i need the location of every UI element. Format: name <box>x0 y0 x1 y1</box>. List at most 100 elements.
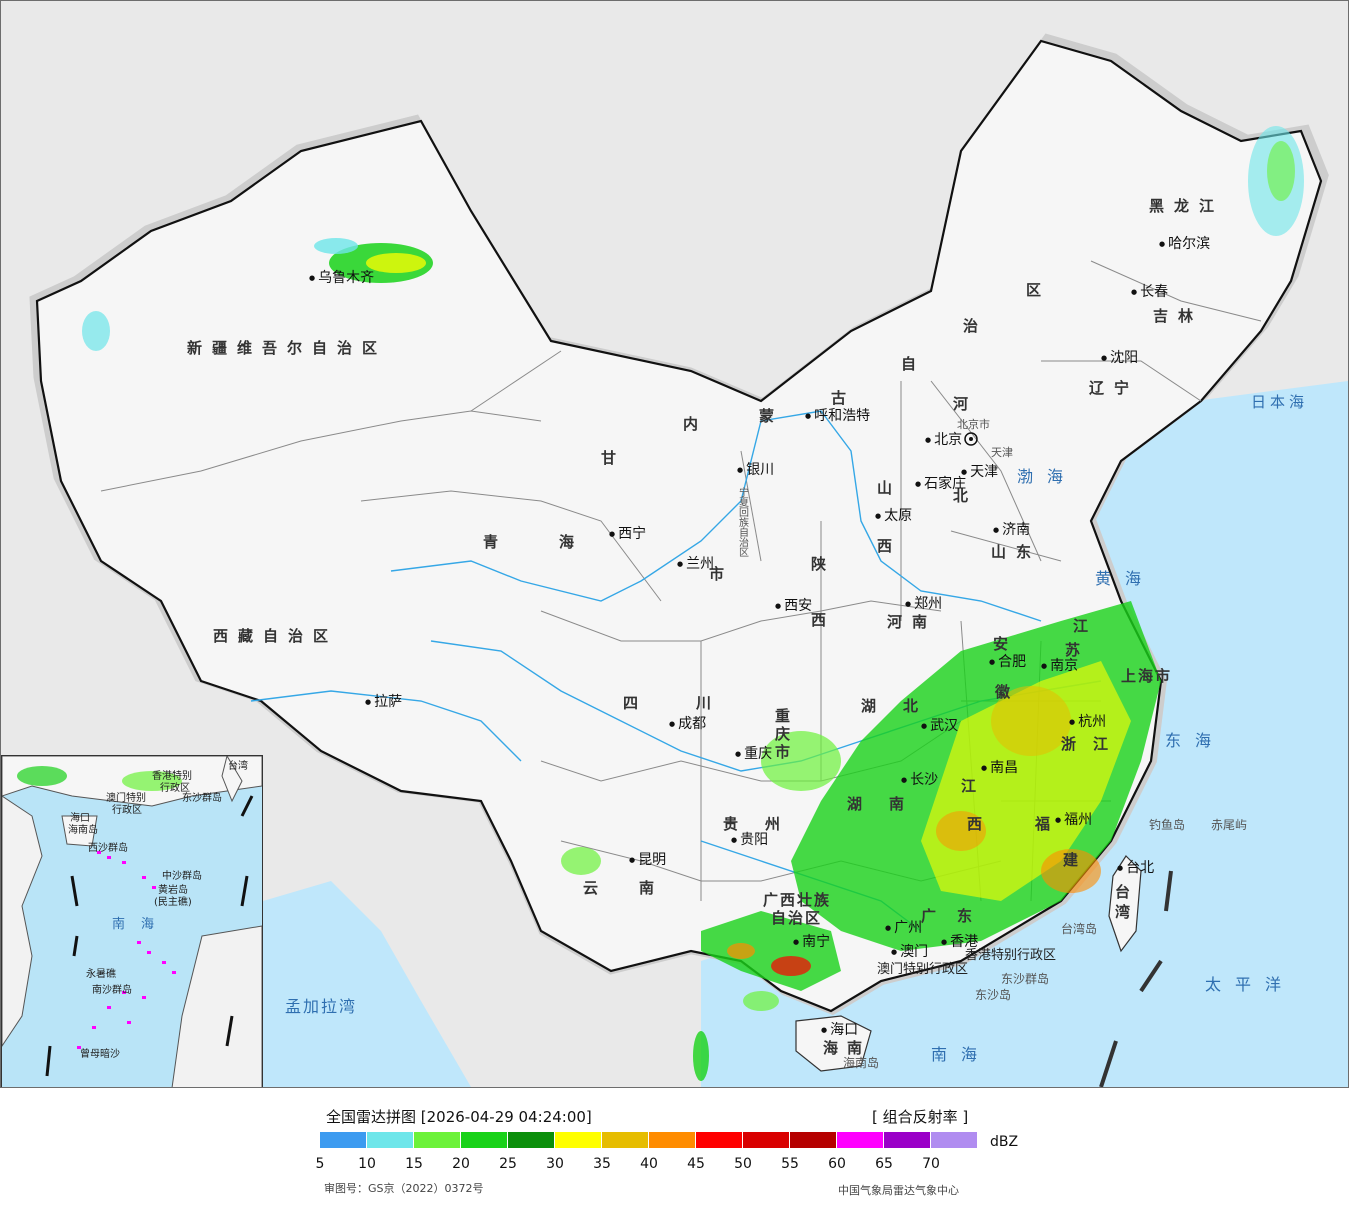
label-guizhou-1: 贵 <box>723 815 749 833</box>
label-jiangxi-1: 江 <box>961 777 987 795</box>
label-bengal: 孟加拉湾 <box>285 997 358 1016</box>
colorbar-tick-label: 20 <box>452 1156 470 1172</box>
label-hebei-2: 北 <box>953 487 979 505</box>
city-lhasa: 拉萨 <box>365 695 402 709</box>
colorbar-swatch <box>743 1132 790 1148</box>
label-diaoyu: 钓鱼岛 <box>1149 818 1186 832</box>
colorbar-tick-label: 5 <box>315 1156 325 1172</box>
label-hubei-2: 北 <box>903 697 929 715</box>
inset-label-south-sea: 南海 <box>112 917 171 932</box>
label-nmg-1: 内 <box>683 415 709 433</box>
city-changchun: 长春 <box>1131 285 1168 299</box>
city-guiyang: 贵阳 <box>731 833 768 847</box>
label-taiwan-1: 台 <box>1115 883 1141 901</box>
label-guangxi-2: 自治区 <box>771 909 823 927</box>
south-china-sea-inset: 香港特别 行政区 澳门特别 行政区 东沙群岛 台湾 海口 海南岛 西沙群岛 中沙… <box>1 755 263 1087</box>
label-hk-sar: 香港特别行政区 <box>965 948 1057 963</box>
label-macao-sar: 澳门特别行政区 <box>877 962 969 977</box>
label-yunnan-1: 云 <box>583 879 609 897</box>
city-nanchang: 南昌 <box>981 761 1018 775</box>
city-hefei: 合肥 <box>989 655 1026 669</box>
label-zhejiang-2: 江 <box>1093 735 1119 753</box>
city-nanning: 南宁 <box>793 935 830 949</box>
label-yunnan-2: 南 <box>639 879 665 897</box>
inset-label-huangyan2: (民主礁) <box>154 897 192 908</box>
label-chongqing-2: 庆 <box>775 725 801 743</box>
label-pacific: 太平洋 <box>1205 975 1296 994</box>
colorbar-swatch <box>790 1132 837 1148</box>
inset-label-taiwan: 台湾 <box>228 761 248 772</box>
label-bohai: 渤海 <box>1017 467 1078 486</box>
inset-label-dongsha: 东沙群岛 <box>182 793 222 804</box>
city-guangzhou: 广州 <box>885 921 922 935</box>
legend-unit: dBZ <box>990 1134 1019 1150</box>
label-sichuan-2: 川 <box>696 694 722 712</box>
label-hainan-1: 海 <box>823 1039 849 1057</box>
label-henan: 河南 <box>887 613 938 631</box>
label-shandong: 山东 <box>991 543 1042 561</box>
colorbar-swatch <box>367 1132 414 1148</box>
inset-label-xisha: 西沙群岛 <box>88 843 128 854</box>
label-guangdong-1: 广 <box>921 907 947 925</box>
label-jilin: 吉林 <box>1153 307 1204 325</box>
label-zhejiang-1: 浙 <box>1061 735 1087 753</box>
label-liaoning: 辽宁 <box>1089 379 1140 397</box>
city-chengdu: 成都 <box>669 717 706 731</box>
label-guangxi-1: 广西壮族 <box>763 891 832 909</box>
label-gansu: 甘 <box>601 449 627 467</box>
label-shanxi-1: 山 <box>877 479 903 497</box>
label-south-sea: 南海 <box>931 1045 992 1064</box>
colorbar-tick-label: 65 <box>875 1156 893 1172</box>
inset-label-hk: 香港特别 <box>152 771 192 782</box>
city-lanzhou: 兰州 <box>677 557 714 571</box>
city-hohhot: 呼和浩特 <box>805 409 870 423</box>
label-taiwan-2: 湾 <box>1115 903 1141 921</box>
label-hubei-1: 湖 <box>861 697 887 715</box>
label-qinghai-2: 海 <box>559 533 585 551</box>
city-zhengzhou: 郑州 <box>905 597 942 611</box>
colorbar-swatch <box>884 1132 931 1148</box>
label-sichuan-1: 四 <box>623 694 649 712</box>
city-tianjin: 天津 <box>961 465 998 479</box>
label-anhui-1: 安 <box>993 635 1019 653</box>
colorbar-tick-label: 50 <box>734 1156 752 1172</box>
label-japan-sea: 日本海 <box>1251 393 1309 411</box>
city-chongqing: 重庆 <box>735 747 772 761</box>
label-hebei-1: 河 <box>953 395 979 413</box>
inset-label-zhongsha: 中沙群岛 <box>162 871 202 882</box>
label-chongqing-3: 市 <box>775 743 801 761</box>
label-dongsha-qundao: 东沙群岛 <box>1001 972 1050 986</box>
city-changsha: 长沙 <box>901 773 938 787</box>
inset-label-nansha: 南沙群岛 <box>92 985 132 996</box>
city-taiyuan: 太原 <box>875 509 912 523</box>
city-fuzhou: 福州 <box>1055 813 1092 827</box>
city-macao: 澳门 <box>891 945 928 959</box>
colorbar-tick-label: 30 <box>546 1156 564 1172</box>
label-qinghai-1: 青 <box>483 533 509 551</box>
city-hongkong: 香港 <box>941 935 978 949</box>
label-xizang: 西藏自治区 <box>213 627 339 645</box>
label-anhui-2: 徽 <box>995 683 1021 701</box>
label-fujian-1: 福 <box>1035 815 1061 833</box>
colorbar-swatch <box>414 1132 461 1148</box>
label-chongqing-1: 重 <box>775 707 801 725</box>
label-nmg-5: 治 <box>963 317 989 335</box>
label-nmg-3: 古 <box>831 389 857 407</box>
city-haikou: 海口 <box>821 1023 858 1037</box>
label-dongsha-dao: 东沙岛 <box>975 988 1012 1002</box>
sea-area-bengal <box>263 881 471 1087</box>
inset-label-hainan: 海南岛 <box>68 825 98 836</box>
label-nmg-6: 区 <box>1026 281 1052 299</box>
radar-map: 新疆维吾尔自治区 西藏自治区 青 海 甘 四 川 云 南 内 蒙 古 自 治 区… <box>0 0 1349 1088</box>
label-yellow-sea: 黄海 <box>1095 569 1156 588</box>
label-nmg-4: 自 <box>901 355 927 373</box>
city-taipei: 台北 <box>1117 861 1154 875</box>
inset-label-yongshu: 永暑礁 <box>86 969 116 980</box>
label-nmg-2: 蒙 <box>759 407 785 425</box>
colorbar-tick-label: 15 <box>405 1156 423 1172</box>
label-taiwan-island: 台湾岛 <box>1061 922 1098 936</box>
inset-label-macao: 澳门特别 <box>106 793 146 804</box>
colorbar-swatch <box>320 1132 367 1148</box>
city-beijing: 北京 <box>925 433 962 447</box>
colorbar-swatch <box>555 1132 602 1148</box>
